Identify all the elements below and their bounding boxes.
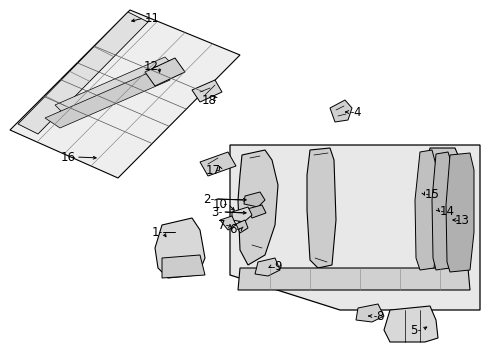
- Text: 1: 1: [151, 225, 159, 239]
- Text: 18: 18: [201, 94, 216, 107]
- Polygon shape: [254, 258, 280, 276]
- Polygon shape: [10, 10, 240, 178]
- Text: 7: 7: [218, 219, 225, 231]
- Text: 11: 11: [144, 12, 159, 24]
- Polygon shape: [306, 148, 335, 268]
- Polygon shape: [220, 216, 236, 230]
- Polygon shape: [231, 207, 251, 222]
- Text: 8: 8: [376, 310, 383, 323]
- Polygon shape: [329, 100, 351, 122]
- Polygon shape: [246, 205, 265, 218]
- Text: 5: 5: [409, 324, 417, 337]
- Text: 12: 12: [143, 59, 158, 72]
- Polygon shape: [155, 218, 204, 278]
- Polygon shape: [236, 220, 247, 233]
- Text: 3: 3: [211, 206, 218, 219]
- Polygon shape: [45, 70, 170, 128]
- Polygon shape: [229, 145, 479, 310]
- Polygon shape: [238, 268, 469, 290]
- Text: 14: 14: [439, 204, 453, 217]
- Text: 6: 6: [229, 222, 236, 235]
- Polygon shape: [162, 255, 204, 278]
- Text: 10: 10: [212, 198, 227, 211]
- Text: 9: 9: [274, 261, 281, 274]
- Polygon shape: [238, 150, 278, 265]
- Polygon shape: [383, 306, 437, 342]
- Polygon shape: [431, 152, 452, 270]
- Polygon shape: [445, 153, 473, 272]
- Polygon shape: [145, 58, 184, 86]
- Polygon shape: [423, 148, 461, 272]
- Text: 16: 16: [61, 150, 75, 163]
- Polygon shape: [192, 80, 222, 102]
- Text: 15: 15: [424, 188, 439, 201]
- Text: 17: 17: [205, 163, 220, 176]
- Polygon shape: [244, 192, 264, 207]
- Polygon shape: [18, 12, 148, 134]
- Polygon shape: [200, 152, 236, 176]
- Polygon shape: [414, 150, 437, 270]
- Text: 2: 2: [203, 193, 210, 206]
- Text: 4: 4: [352, 105, 360, 118]
- Text: 13: 13: [454, 213, 468, 226]
- Polygon shape: [355, 304, 383, 322]
- Polygon shape: [55, 57, 175, 115]
